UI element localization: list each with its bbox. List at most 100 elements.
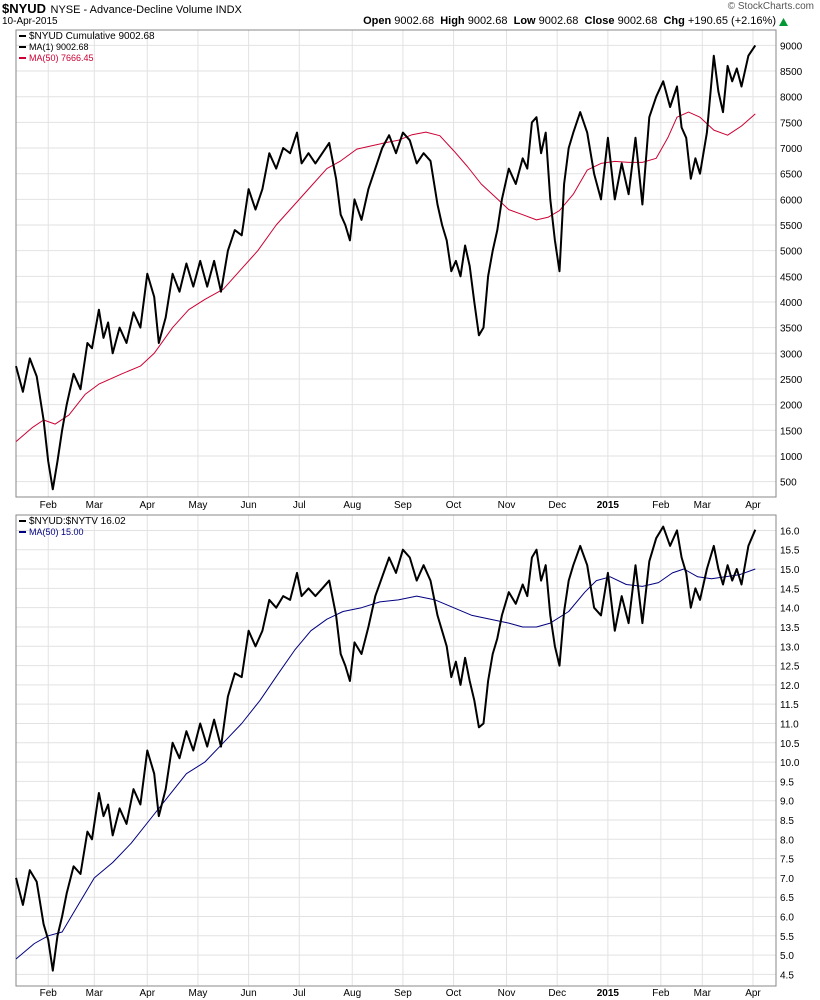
legend-entry: $NYUD:$NYTV 16.02 xyxy=(29,516,126,527)
low-label: Low xyxy=(513,15,536,27)
x-tick-label: Feb xyxy=(40,500,58,511)
x-tick-label: Apr xyxy=(745,500,761,511)
x-tick-label: May xyxy=(188,988,207,999)
x-tick-label: Feb xyxy=(40,988,58,999)
y-tick-label: 11.0 xyxy=(780,719,799,730)
x-tick-label: Apr xyxy=(139,500,155,511)
x-tick-label: Oct xyxy=(446,988,462,999)
y-tick-label: 8.0 xyxy=(780,835,794,846)
x-tick-label: Nov xyxy=(498,500,516,511)
legend-entry: MA(1) 9002.68 xyxy=(29,42,89,52)
x-tick-label: Jul xyxy=(293,988,306,999)
open-value: 9002.68 xyxy=(394,15,435,27)
y-tick-label: 7.5 xyxy=(780,855,794,866)
x-tick-label: Oct xyxy=(446,500,462,511)
y-tick-label: 5.5 xyxy=(780,932,794,943)
y-tick-label: 10.5 xyxy=(780,739,800,750)
symbol-description: NYSE - Advance-Decline Volume INDX xyxy=(50,4,242,16)
y-tick-label: 9.5 xyxy=(780,777,794,788)
y-tick-label: 9000 xyxy=(780,41,803,52)
y-tick-label: 13.5 xyxy=(780,623,800,634)
chart-panel-2: 4.5 5.0 5.5 6.0 6.5 7.0 7.5 8.0 8.5 9.0 9.5 10.0 10.… xyxy=(15,514,800,999)
x-tick-label: May xyxy=(188,500,207,511)
y-tick-label: 2500 xyxy=(780,375,803,386)
chart-panel-1: 500 1000 1500 2000 2500 3000 3500 4000 4500 5000 5… xyxy=(15,29,803,511)
open-label: Open xyxy=(363,15,392,27)
price-line xyxy=(15,525,757,972)
y-tick-label: 7.0 xyxy=(780,874,794,885)
y-tick-label: 6000 xyxy=(780,195,803,206)
y-tick-label: 8500 xyxy=(780,67,803,78)
x-tick-label: Nov xyxy=(498,988,516,999)
ohlc-readout: Open 9002.68 High 9002.68 Low 9002.68 Cl… xyxy=(363,15,776,27)
y-tick-label: 15.5 xyxy=(780,546,800,557)
x-tick-label: Dec xyxy=(548,500,566,511)
symbol-label: $NYUD xyxy=(2,1,47,16)
x-tick-label: 2015 xyxy=(597,500,620,511)
x-tick-label: 2015 xyxy=(597,988,620,999)
x-tick-label: Sep xyxy=(394,988,412,999)
y-tick-label: 2000 xyxy=(780,401,803,412)
y-tick-label: 15.0 xyxy=(780,565,800,576)
plot-frame xyxy=(15,29,777,498)
y-tick-label: 7500 xyxy=(780,118,803,129)
x-tick-label: Mar xyxy=(694,988,712,999)
x-tick-label: Mar xyxy=(86,500,104,511)
x-tick-label: Apr xyxy=(745,988,761,999)
high-label: High xyxy=(440,15,465,27)
y-tick-label: 4000 xyxy=(780,298,803,309)
y-tick-label: 4.5 xyxy=(780,970,794,981)
x-tick-label: Jun xyxy=(241,500,257,511)
y-tick-label: 12.5 xyxy=(780,662,800,673)
y-tick-label: 1000 xyxy=(780,452,803,463)
x-tick-label: Dec xyxy=(548,988,566,999)
x-tick-label: Aug xyxy=(343,500,361,511)
y-tick-label: 6.0 xyxy=(780,913,794,924)
y-tick-label: 3000 xyxy=(780,349,803,360)
high-value: 9002.68 xyxy=(467,15,508,27)
price-line xyxy=(15,44,757,491)
legend-entry: $NYUD Cumulative 9002.68 xyxy=(29,31,155,42)
y-tick-label: 500 xyxy=(780,478,797,489)
y-tick-label: 7000 xyxy=(780,144,803,155)
x-tick-label: Jul xyxy=(293,500,306,511)
low-value: 9002.68 xyxy=(538,15,579,27)
chg-label: Chg xyxy=(663,15,685,27)
brand-label: © StockCharts.com xyxy=(727,1,814,12)
y-tick-label: 14.0 xyxy=(780,604,800,615)
y-tick-label: 14.5 xyxy=(780,584,800,595)
x-tick-label: Apr xyxy=(139,988,155,999)
chg-value: +190.65 (+2.16%) xyxy=(687,15,776,27)
legend-entry: MA(50) 7666.45 xyxy=(29,53,94,63)
x-tick-label: Mar xyxy=(694,500,712,511)
chart-date: 10-Apr-2015 xyxy=(2,16,58,27)
legend-entry: MA(50) 15.00 xyxy=(29,527,84,537)
x-tick-label: Sep xyxy=(394,500,412,511)
ma50-line xyxy=(15,568,756,960)
y-tick-label: 5500 xyxy=(780,221,803,232)
y-tick-label: 10.0 xyxy=(780,758,800,769)
up-triangle-icon xyxy=(779,18,788,26)
y-tick-label: 1500 xyxy=(780,426,803,437)
y-tick-label: 6500 xyxy=(780,170,803,181)
x-tick-label: Jun xyxy=(241,988,257,999)
chart-header: $NYUD NYSE - Advance-Decline Volume INDX xyxy=(2,0,242,18)
x-tick-label: Mar xyxy=(86,988,104,999)
ma50-line xyxy=(15,111,756,442)
close-value: 9002.68 xyxy=(617,15,658,27)
plot-frame xyxy=(15,514,777,987)
y-tick-label: 5000 xyxy=(780,247,803,258)
x-tick-label: Feb xyxy=(652,988,670,999)
y-tick-label: 8000 xyxy=(780,93,803,104)
y-tick-label: 8.5 xyxy=(780,816,794,827)
y-tick-label: 16.0 xyxy=(780,526,800,537)
x-tick-label: Feb xyxy=(652,500,670,511)
y-tick-label: 13.0 xyxy=(780,642,800,653)
y-tick-label: 11.5 xyxy=(780,700,799,711)
y-tick-label: 9.0 xyxy=(780,797,794,808)
y-tick-label: 4500 xyxy=(780,272,803,283)
y-tick-label: 6.5 xyxy=(780,893,794,904)
y-tick-label: 3500 xyxy=(780,324,803,335)
y-tick-label: 12.0 xyxy=(780,681,800,692)
